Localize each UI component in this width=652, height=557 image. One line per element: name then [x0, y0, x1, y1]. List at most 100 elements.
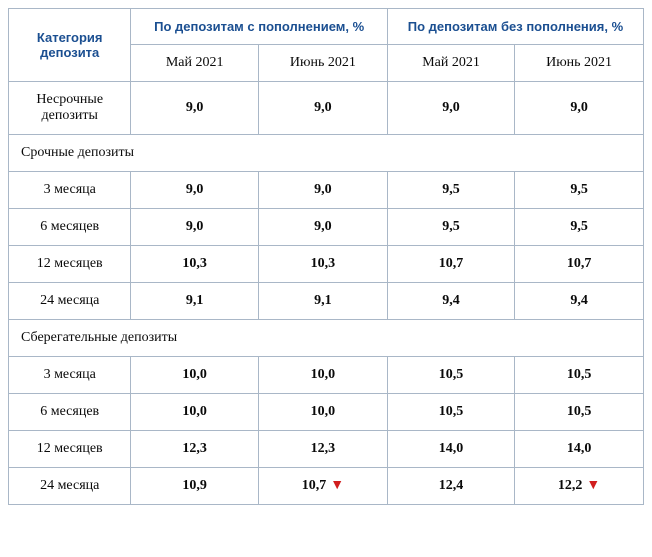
- table-row: 24 месяца10,910,7▼12,412,2▼: [9, 468, 644, 505]
- header-june-2: Июнь 2021: [515, 45, 644, 82]
- value-text: 12,2: [558, 478, 583, 493]
- value-cell: 9,4: [387, 283, 514, 320]
- value-cell: 12,3: [131, 431, 258, 468]
- table-body: Несрочные депозиты 9,0 9,0 9,0 9,0 Срочные де…: [9, 82, 644, 505]
- value-text: 9,5: [570, 182, 588, 197]
- table-row: 3 месяца 9,0 9,0 9,5 9,5: [9, 172, 644, 209]
- header-without-topup: По депозитам без пополнения, %: [387, 9, 643, 45]
- value-cell: 9,0: [258, 209, 387, 246]
- value-cell: 10,3: [131, 246, 258, 283]
- value-text: 10,0: [311, 367, 336, 382]
- value-cell: 9,0: [258, 82, 387, 135]
- value-text: 10,7: [439, 256, 464, 271]
- down-arrow-icon: ▼: [586, 478, 600, 493]
- value-text: 10,5: [567, 367, 592, 382]
- value-text: 10,5: [439, 404, 464, 419]
- value-cell: 9,5: [387, 172, 514, 209]
- section-title: Сберегательные депозиты: [9, 320, 644, 357]
- value-text: 10,3: [311, 256, 336, 271]
- row-label: 12 месяцев: [9, 431, 131, 468]
- row-label: 6 месяцев: [9, 209, 131, 246]
- header-with-topup: По депозитам с пополнением, %: [131, 9, 387, 45]
- row-label: 3 месяца: [9, 357, 131, 394]
- value-cell: 12,2▼: [515, 468, 644, 505]
- row-label: 3 месяца: [9, 172, 131, 209]
- value-cell: 10,5: [515, 394, 644, 431]
- value-cell: 10,0: [258, 357, 387, 394]
- value-cell: 10,7▼: [258, 468, 387, 505]
- value-text: 14,0: [439, 441, 464, 456]
- value-cell: 9,0: [131, 209, 258, 246]
- value-text: 9,1: [186, 293, 204, 308]
- value-cell: 14,0: [387, 431, 514, 468]
- value-text: 10,7: [567, 256, 592, 271]
- table-row: 6 месяцев 10,0 10,0 10,5 10,5: [9, 394, 644, 431]
- value-text: 10,5: [567, 404, 592, 419]
- value-text: 9,4: [570, 293, 588, 308]
- value-text: 9,0: [314, 219, 332, 234]
- header-category: Категория депозита: [9, 9, 131, 82]
- value-cell: 9,0: [131, 82, 258, 135]
- value-cell: 12,4: [387, 468, 514, 505]
- value-text: 9,0: [570, 100, 588, 115]
- value-text: 10,0: [311, 404, 336, 419]
- value-cell: 14,0: [515, 431, 644, 468]
- value-text: 12,3: [311, 441, 336, 456]
- value-cell: 9,1: [258, 283, 387, 320]
- value-cell: 9,5: [515, 172, 644, 209]
- value-text: 9,0: [442, 100, 460, 115]
- row-label: 24 месяца: [9, 468, 131, 505]
- header-may-1: Май 2021: [131, 45, 258, 82]
- value-cell: 10,0: [131, 394, 258, 431]
- value-cell: 9,1: [131, 283, 258, 320]
- value-text: 9,0: [314, 100, 332, 115]
- deposit-rates-table: Категория депозита По депозитам с пополн…: [8, 8, 644, 505]
- table-row: 12 месяцев 12,3 12,3 14,0 14,0: [9, 431, 644, 468]
- header-june-1: Июнь 2021: [258, 45, 387, 82]
- value-text: 10,7: [302, 478, 327, 493]
- value-text: 9,0: [186, 182, 204, 197]
- value-text: 9,1: [314, 293, 332, 308]
- value-text: 10,3: [182, 256, 207, 271]
- row-label: 6 месяцев: [9, 394, 131, 431]
- value-cell: 9,0: [387, 82, 514, 135]
- value-cell: 10,3: [258, 246, 387, 283]
- table-row: 3 месяца 10,0 10,0 10,5 10,5: [9, 357, 644, 394]
- section-header-row: Сберегательные депозиты: [9, 320, 644, 357]
- value-cell: 9,4: [515, 283, 644, 320]
- value-cell: 10,5: [387, 394, 514, 431]
- table-row: 12 месяцев 10,3 10,3 10,7 10,7: [9, 246, 644, 283]
- row-label: 12 месяцев: [9, 246, 131, 283]
- value-text: 9,5: [442, 182, 460, 197]
- value-cell: 9,0: [131, 172, 258, 209]
- value-text: 10,0: [182, 404, 207, 419]
- value-text: 9,4: [442, 293, 460, 308]
- value-cell: 10,0: [131, 357, 258, 394]
- row-label: Несрочные депозиты: [9, 82, 131, 135]
- value-text: 12,4: [439, 478, 464, 493]
- table-row: 24 месяца 9,1 9,1 9,4 9,4: [9, 283, 644, 320]
- value-cell: 10,0: [258, 394, 387, 431]
- value-cell: 9,0: [515, 82, 644, 135]
- table-row: Несрочные депозиты 9,0 9,0 9,0 9,0: [9, 82, 644, 135]
- value-text: 14,0: [567, 441, 592, 456]
- value-text: 12,3: [182, 441, 207, 456]
- value-text: 10,0: [182, 367, 207, 382]
- section-title: Срочные депозиты: [9, 135, 644, 172]
- value-cell: 12,3: [258, 431, 387, 468]
- value-text: 9,5: [442, 219, 460, 234]
- value-cell: 9,5: [387, 209, 514, 246]
- value-cell: 10,7: [387, 246, 514, 283]
- table-row: 6 месяцев9,09,09,59,5: [9, 209, 644, 246]
- section-header-row: Срочные депозиты: [9, 135, 644, 172]
- down-arrow-icon: ▼: [330, 478, 344, 493]
- value-text: 10,9: [182, 478, 207, 493]
- value-text: 9,0: [186, 100, 204, 115]
- header-may-2: Май 2021: [387, 45, 514, 82]
- value-cell: 10,5: [515, 357, 644, 394]
- value-text: 10,5: [439, 367, 464, 382]
- value-text: 9,0: [314, 182, 332, 197]
- value-cell: 10,7: [515, 246, 644, 283]
- value-text: 9,5: [570, 219, 588, 234]
- row-label: 24 месяца: [9, 283, 131, 320]
